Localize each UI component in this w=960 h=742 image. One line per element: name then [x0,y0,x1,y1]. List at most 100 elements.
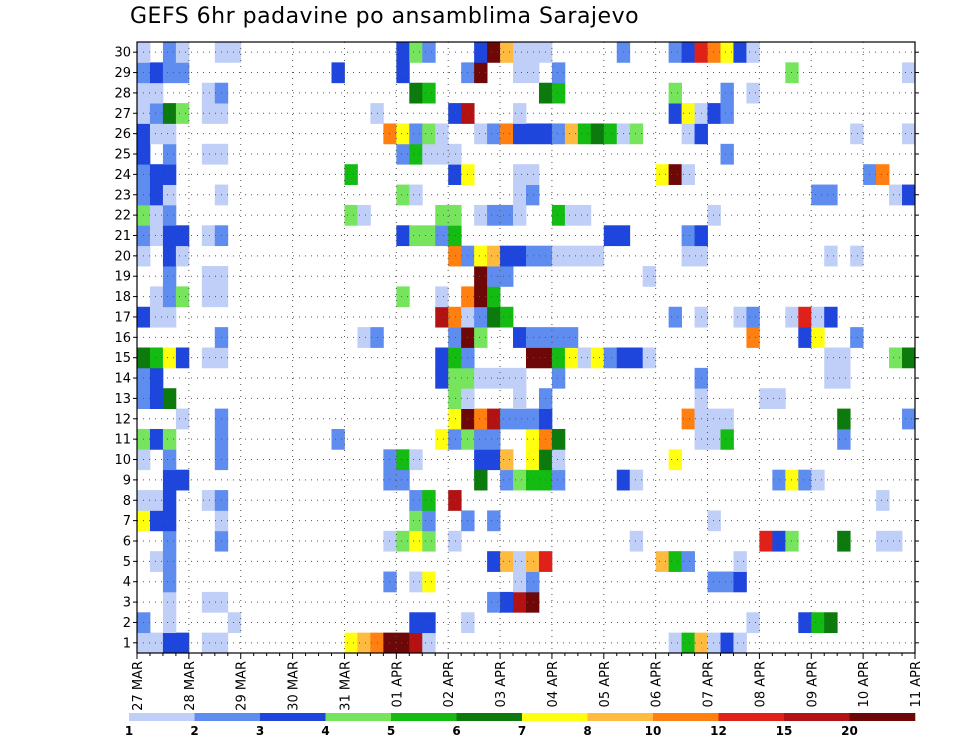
heatmap-cell [603,225,618,247]
y-tick-label: 9 [123,473,131,488]
colorbar-label: 7 [518,724,526,738]
heatmap-cell [902,62,916,84]
x-tick-label: 09 APR [805,661,820,707]
heatmap-cell [526,347,540,369]
heatmap-cell [513,327,527,348]
heatmap-cell [396,62,410,84]
heatmap-cell [175,469,190,491]
heatmap-cell [707,428,721,450]
heatmap-cell [435,347,449,369]
heatmap-cell [448,306,462,328]
grid [137,42,915,653]
heatmap-cell [629,469,644,491]
heatmap-cell [526,571,540,593]
heatmap-cell [201,591,216,613]
heatmap-cell [824,184,838,206]
heatmap-cell [668,164,682,185]
colorbar-swatch [653,713,719,721]
heatmap-cell [487,510,501,532]
y-tick-label: 5 [123,555,131,570]
heatmap-cell [149,306,164,328]
heatmap-cell [396,530,410,552]
heatmap-cell [162,245,177,267]
heatmap-cell [551,245,566,267]
heatmap-cell [707,632,721,654]
heatmap-cell [720,103,734,124]
heatmap-cell [383,632,397,654]
heatmap-cell [396,469,410,491]
heatmap-cell [357,327,371,348]
heatmap-cell [513,551,527,572]
heatmap-cell [149,225,164,247]
heatmap-cell [162,306,177,328]
heatmap-cell [448,327,462,348]
y-tick-label: 11 [114,433,131,448]
heatmap-cell [681,42,695,63]
heatmap-cell [513,103,527,124]
heatmap-cell [201,82,216,104]
heatmap-cell [409,123,423,145]
heatmap-cell [668,551,682,572]
heatmap-cell [590,245,605,267]
x-tick-label: 05 APR [598,661,613,707]
heatmap-cell [551,82,566,104]
heatmap-cell [396,42,410,63]
heatmap-cell [149,428,164,450]
heatmap-cell [526,42,540,63]
heatmap-cell [162,286,177,308]
heatmap-cell [526,469,540,491]
heatmap-cell [902,408,916,430]
heatmap-cell [422,225,436,247]
colorbar-label: 20 [841,724,858,738]
x-tick-label: 08 APR [753,661,768,707]
colorbar-swatch [784,713,850,721]
heatmap-cell [902,184,916,206]
y-tick-label: 6 [123,534,131,549]
heatmap-cell [577,123,592,145]
heatmap-cell [162,347,177,369]
y-tick-label: 13 [114,392,131,407]
heatmap-cell [422,530,436,552]
heatmap-cell [201,632,216,654]
heatmap-cell [526,184,540,206]
heatmap-cell [175,103,190,124]
heatmap-cell [201,225,216,247]
heatmap-cell [448,103,462,124]
heatmap-cell [681,551,695,572]
heatmap-cell [850,245,864,267]
heatmap-cell [798,612,812,634]
heatmap-cell [668,306,682,328]
heatmap-cell [551,469,566,491]
heatmap-cell [149,184,164,206]
heatmap-cell [344,204,358,226]
heatmap-cell [331,428,345,450]
heatmap-cell [409,82,423,104]
heatmap-cell [474,367,488,389]
heatmap-cell [175,62,190,84]
colorbar-swatch [325,713,392,721]
heatmap-cell [149,490,164,511]
heatmap-cell [746,42,760,63]
heatmap-cell [409,225,423,247]
heatmap-cell [409,571,423,593]
heatmap-cell [889,347,903,369]
heatmap-cell [811,469,825,491]
heatmap-cell [837,428,851,450]
colorbar-label: 2 [190,724,198,738]
heatmap-cell [811,306,825,328]
heatmap-cell [487,591,501,613]
colorbar-label: 15 [776,724,793,738]
x-tick-label: 06 APR [650,661,665,707]
heatmap-cell [149,62,164,84]
y-tick-label: 23 [114,188,131,203]
heatmap-cell [409,42,423,63]
heatmap-cell [162,612,177,634]
heatmap-cell [526,449,540,471]
heatmap-cell [876,530,890,552]
heatmap-cell [564,245,579,267]
heatmap-cell [785,62,799,84]
heatmap-cell [149,632,164,654]
heatmap-cell [785,530,799,552]
heatmap-cell [474,62,488,84]
